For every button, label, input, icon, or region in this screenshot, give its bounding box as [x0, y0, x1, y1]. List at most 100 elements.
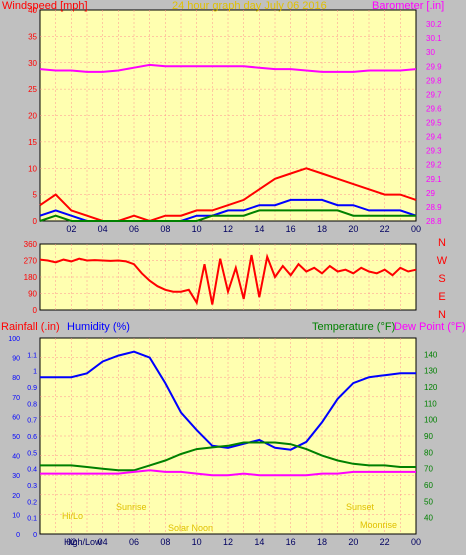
humidity-tick-label: 20 — [12, 493, 20, 500]
wind-baro-axes: 0 5 10 15 20 25 30 35 40 28.8 28.9 29 29.1 29.2 29.3 29… — [28, 6, 442, 234]
rainfall-axis-label: Rainfall (.in) — [1, 321, 60, 333]
temperature-tick-label: 140 — [424, 350, 438, 359]
barometer-tick-label: 29 — [426, 189, 435, 198]
windspeed-tick-label: 5 — [33, 191, 38, 200]
temperature-tick-label: 50 — [424, 497, 433, 506]
direction-tick-label: 90 — [28, 290, 37, 299]
barometer-tick-label: 30.2 — [426, 20, 442, 29]
direction-tick-label: 0 — [33, 306, 38, 315]
rainfall-tick-label: 0.2 — [27, 499, 37, 506]
barometer-tick-label: 30 — [426, 48, 435, 57]
windspeed-tick-label: 30 — [28, 59, 37, 68]
compass-label: N — [438, 237, 446, 249]
humidity-temp-grid — [40, 338, 416, 534]
x-tick-label: 02 — [66, 224, 76, 234]
x-tick-label: 06 — [129, 224, 139, 234]
x-tick-label: 14 — [254, 537, 264, 547]
solar-noon-annotation: Solar Noon — [168, 523, 213, 533]
temperature-tick-label: 90 — [424, 432, 433, 441]
compass-label: N — [438, 309, 446, 321]
barometer-tick-label: 29.4 — [426, 133, 442, 142]
rainfall-tick-label: 0.9 — [27, 385, 37, 392]
barometer-tick-label: 30.1 — [426, 34, 442, 43]
rainfall-tick-label: 1.1 — [27, 352, 37, 359]
x-tick-label: 16 — [286, 537, 296, 547]
humidity-tick-label: 60 — [12, 414, 20, 421]
windspeed-tick-label: 20 — [28, 112, 37, 121]
x-tick-label: 04 — [98, 537, 108, 547]
humidity-tick-label: 10 — [12, 512, 20, 519]
rainfall-tick-label: 0.3 — [27, 483, 37, 490]
windspeed-tick-label: 25 — [28, 85, 37, 94]
wind-direction-series — [39, 253, 417, 306]
x-tick-label: 20 — [348, 224, 358, 234]
hi-lo-annotation: Hi/Lo — [62, 511, 83, 521]
compass-label: W — [437, 255, 448, 267]
x-tick-label: 18 — [317, 537, 327, 547]
barometer-tick-label: 29.6 — [426, 104, 442, 113]
dew-point-line — [40, 469, 416, 477]
barometer-tick-label: 28.9 — [426, 203, 442, 212]
barometer-tick-label: 29.7 — [426, 90, 442, 99]
direction-tick-label: 360 — [24, 240, 38, 249]
x-tick-label: 12 — [223, 537, 233, 547]
barometer-tick-label: 29.2 — [426, 161, 442, 170]
x-tick-label: 22 — [380, 224, 390, 234]
sunrise-annotation: Sunrise — [116, 502, 147, 512]
humidity-tick-label: 70 — [12, 395, 20, 402]
chart-title: 24 hour graph day July 06 2016 — [172, 0, 327, 12]
humidity-tick-label: 0 — [16, 532, 20, 539]
x-tick-label: 06 — [129, 537, 139, 547]
temperature-axis-label: Temperature (°F) — [312, 321, 395, 333]
rainfall-tick-label: 0.1 — [27, 516, 37, 523]
temperature-tick-label: 60 — [424, 481, 433, 490]
rainfall-tick-label: 0.6 — [27, 434, 37, 441]
windspeed-tick-label: 40 — [28, 6, 37, 15]
compass-label: E — [438, 291, 445, 303]
rainfall-tick-label: 0.5 — [27, 450, 37, 457]
temperature-line — [40, 441, 416, 472]
dewpoint-axis-label: Dew Point (°F) — [394, 321, 466, 333]
rainfall-tick-label: 0.7 — [27, 418, 37, 425]
wind-baro-series — [39, 63, 417, 223]
x-tick-label: 12 — [223, 224, 233, 234]
humidity-tick-label: 90 — [12, 356, 20, 363]
moonrise-annotation: Moonrise — [360, 520, 397, 530]
humidity-tick-label: 80 — [12, 375, 20, 382]
barometer-tick-label: 29.1 — [426, 175, 442, 184]
barometer-tick-label: 28.8 — [426, 217, 442, 226]
humidity-temp-series — [40, 350, 416, 477]
x-tick-label: 10 — [192, 537, 202, 547]
x-tick-label: 08 — [160, 537, 170, 547]
windspeed-tick-label: 35 — [28, 32, 37, 41]
temperature-tick-label: 100 — [424, 416, 438, 425]
x-tick-label: 20 — [348, 537, 358, 547]
barometer-tick-label: 29.9 — [426, 62, 442, 71]
compass-label: S — [438, 273, 445, 285]
humidity-tick-label: 40 — [12, 454, 20, 461]
sunset-annotation: Sunset — [346, 502, 375, 512]
humidity-temp-axes: 010203040506070809010000.10.20.30.40.50.… — [8, 336, 438, 547]
x-tick-label: 16 — [286, 224, 296, 234]
humidity-line — [40, 350, 416, 451]
x-tick-label: 18 — [317, 224, 327, 234]
rainfall-tick-label: 0 — [33, 532, 37, 539]
windspeed-tick-label: 15 — [28, 138, 37, 147]
barometer-line — [39, 63, 417, 73]
windspeed-tick-label: 0 — [33, 217, 38, 226]
barometer-axis-label: Barometer [.in] — [372, 0, 444, 12]
direction-tick-label: 180 — [24, 273, 38, 282]
temperature-tick-label: 130 — [424, 367, 438, 376]
average-wind-line — [39, 209, 416, 222]
x-tick-label: 00 — [411, 537, 421, 547]
rainfall-tick-label: 1 — [33, 369, 37, 376]
x-tick-label: 00 — [411, 224, 421, 234]
windspeed-tick-label: 10 — [28, 164, 37, 173]
x-tick-label: 02 — [66, 537, 76, 547]
wind-direction-line — [39, 253, 417, 306]
x-tick-label: 04 — [98, 224, 108, 234]
x-tick-label: 10 — [192, 224, 202, 234]
rainfall-tick-label: 0.4 — [27, 467, 37, 474]
x-tick-label: 14 — [254, 224, 264, 234]
